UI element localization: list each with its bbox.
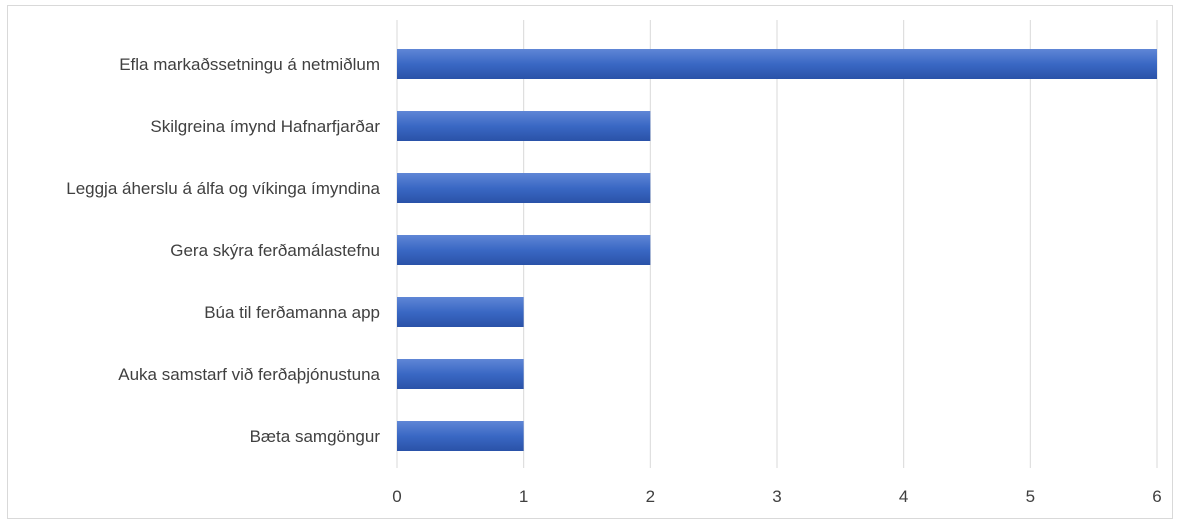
gridlines: [396, 20, 1158, 468]
chart-frame: [7, 5, 1173, 519]
bar: [397, 111, 651, 141]
x-tick-label: 4: [899, 487, 908, 506]
x-tick-label: 3: [772, 487, 781, 506]
bar: [397, 173, 651, 203]
bar: [397, 49, 1157, 79]
category-label: Skilgreina ímynd Hafnarfjarðar: [150, 117, 380, 136]
category-label: Leggja áherslu á álfa og víkinga ímyndin…: [66, 179, 380, 198]
category-label: Bæta samgöngur: [250, 427, 381, 446]
bar: [397, 297, 524, 327]
category-label: Auka samstarf við ferðaþjónustuna: [118, 365, 380, 384]
category-label: Efla markaðssetningu á netmiðlum: [119, 55, 380, 74]
bars: [397, 49, 1157, 451]
x-tick-label: 2: [646, 487, 655, 506]
category-labels: Efla markaðssetningu á netmiðlum Skilgrei…: [66, 55, 380, 446]
x-tick-label: 0: [392, 487, 401, 506]
x-axis-tick-labels: 0 1 2 3 4 5 6: [392, 487, 1161, 506]
bar: [397, 235, 651, 265]
bar: [397, 359, 524, 389]
bar: [397, 421, 524, 451]
x-tick-label: 6: [1152, 487, 1161, 506]
category-label: Búa til ferðamanna app: [204, 303, 380, 322]
x-tick-label: 1: [519, 487, 528, 506]
x-tick-label: 5: [1026, 487, 1035, 506]
category-label: Gera skýra ferðamálastefnu: [170, 241, 380, 260]
